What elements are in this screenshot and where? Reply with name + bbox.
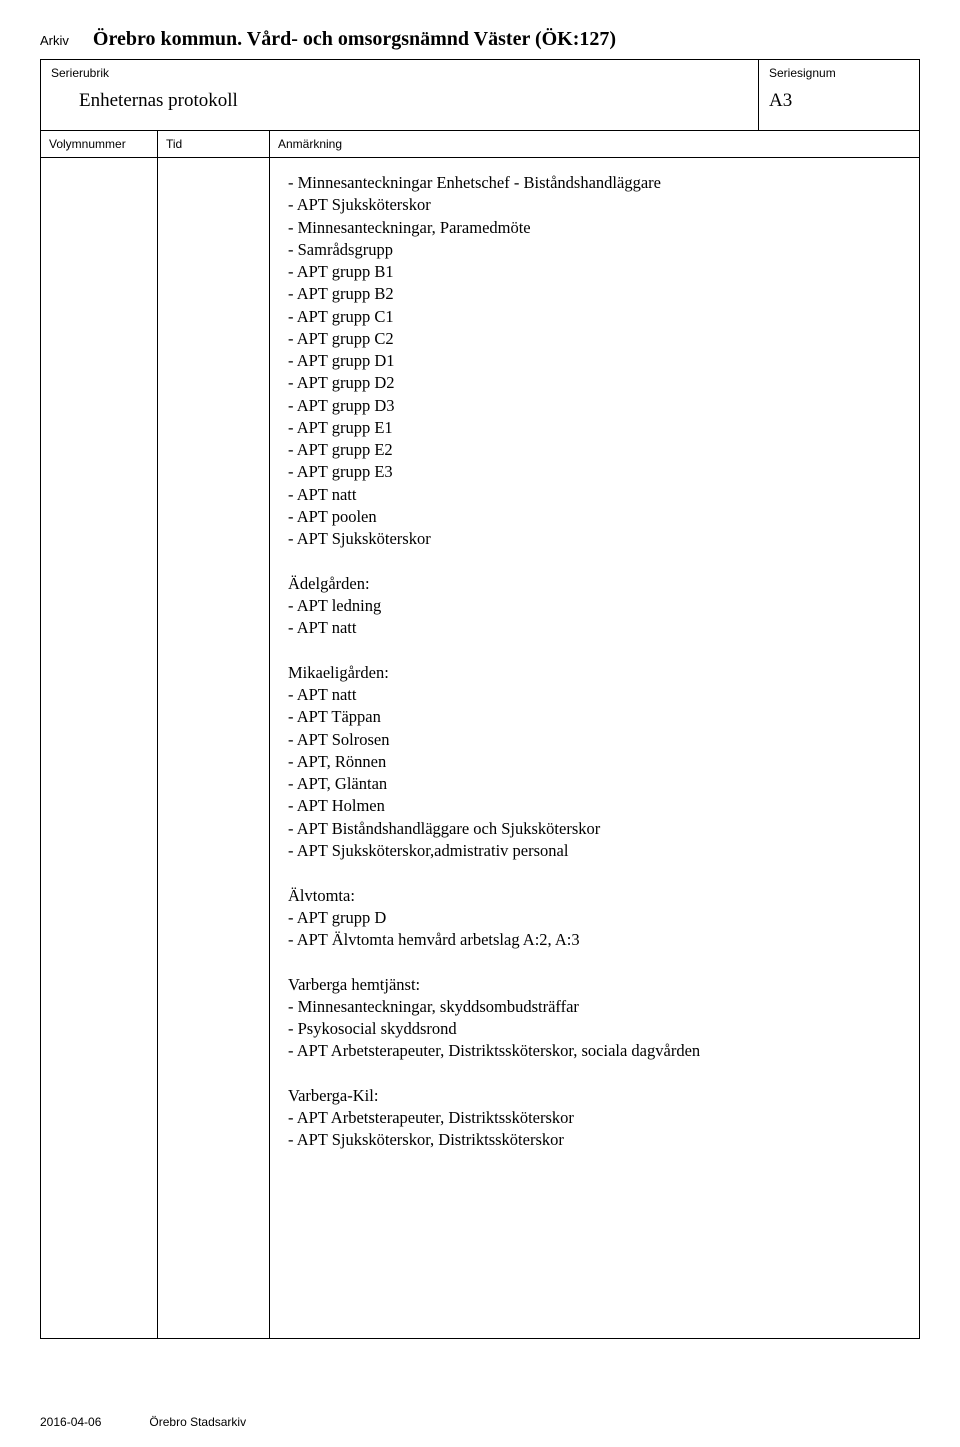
seriesignum-value: A3: [769, 90, 909, 112]
footer-date: 2016-04-06: [40, 1415, 101, 1429]
body-cell-anm: - Minnesanteckningar Enhetschef - Bistån…: [269, 158, 919, 1338]
header-row: Arkiv Örebro kommun. Vård- och omsorgsnä…: [40, 28, 920, 51]
footer-source: Örebro Stadsarkiv: [149, 1415, 246, 1429]
body-cell-tid: [157, 158, 269, 1338]
col-header-anm: Anmärkning: [269, 131, 919, 157]
col-header-tid: Tid: [157, 131, 269, 157]
serierubrik-value: Enheternas protokoll: [51, 90, 748, 112]
page: Arkiv Örebro kommun. Vård- och omsorgsnä…: [0, 0, 960, 1447]
body-cell-volym: [41, 158, 157, 1338]
serierubrik-cell: Serierubrik Enheternas protokoll: [41, 60, 758, 130]
org-title: Örebro kommun. Vård- och omsorgsnämnd Vä…: [93, 28, 616, 51]
series-header-box: Serierubrik Enheternas protokoll Seriesi…: [40, 59, 920, 130]
seriesignum-label: Seriesignum: [769, 66, 909, 80]
col-header-volym: Volymnummer: [41, 131, 157, 157]
arkiv-label: Arkiv: [40, 33, 69, 48]
column-header-row: Volymnummer Tid Anmärkning: [40, 130, 920, 157]
body-row: - Minnesanteckningar Enhetschef - Bistån…: [40, 157, 920, 1339]
seriesignum-cell: Seriesignum A3: [758, 60, 919, 130]
serierubrik-label: Serierubrik: [51, 66, 748, 80]
footer: 2016-04-06 Örebro Stadsarkiv: [40, 1415, 246, 1429]
